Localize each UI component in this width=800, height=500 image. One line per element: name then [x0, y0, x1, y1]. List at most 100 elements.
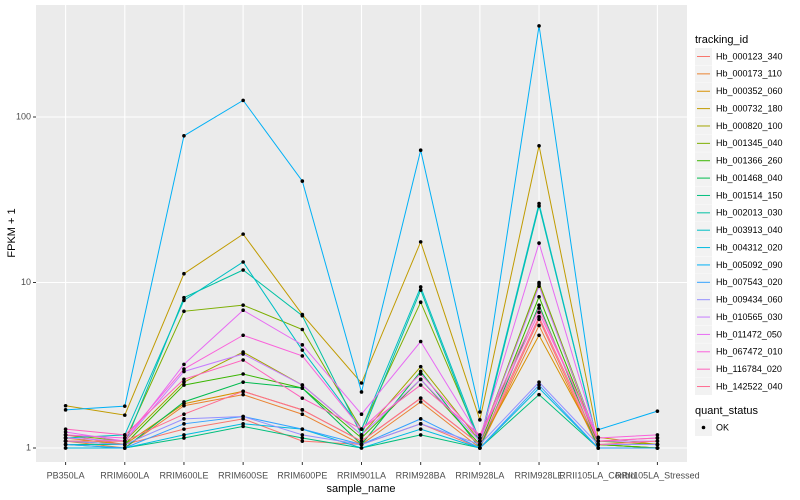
data-point	[359, 433, 364, 437]
data-point	[537, 306, 541, 310]
data-point	[122, 439, 127, 443]
data-point	[182, 271, 186, 276]
data-point	[596, 439, 601, 443]
data-point	[241, 422, 245, 426]
data-point	[182, 400, 186, 404]
data-point	[537, 323, 541, 328]
data-point	[241, 424, 245, 429]
data-point	[359, 412, 364, 417]
data-point	[537, 303, 541, 307]
data-point	[359, 436, 364, 440]
data-point	[182, 380, 186, 384]
data-point	[122, 404, 127, 408]
data-point	[241, 308, 245, 313]
data-point	[182, 377, 186, 382]
data-point	[418, 383, 423, 387]
legend-label: Hb_142522_040	[716, 381, 783, 391]
data-point	[359, 390, 364, 394]
legend-label: Hb_067472_010	[716, 347, 783, 357]
data-point	[241, 333, 245, 338]
legend-label: Hb_003913_040	[716, 225, 783, 235]
data-point	[122, 446, 127, 450]
data-point	[359, 442, 364, 447]
data-point	[478, 446, 482, 450]
legend-label: Hb_000352_060	[716, 86, 783, 96]
data-point	[300, 343, 305, 347]
data-point	[537, 241, 541, 245]
data-point	[182, 383, 186, 387]
legend-label: Hb_116784_020	[716, 364, 782, 374]
data-point	[537, 383, 541, 387]
data-point	[418, 288, 423, 292]
data-point	[655, 433, 660, 437]
data-point	[241, 380, 245, 384]
data-point	[300, 386, 305, 390]
data-point	[537, 280, 541, 285]
x-tick-label: RRII105LA_Control	[559, 470, 637, 480]
data-point	[300, 408, 305, 412]
data-point	[478, 433, 482, 437]
data-point	[537, 201, 541, 206]
data-point	[122, 413, 127, 417]
data-point	[300, 433, 305, 437]
x-tick-label: RRIM928LE	[515, 470, 564, 480]
data-point	[418, 285, 423, 289]
data-point	[359, 439, 364, 443]
data-point	[241, 389, 245, 394]
data-point	[122, 436, 127, 440]
legend-label: Hb_000123_340	[716, 51, 783, 61]
legend-label: Hb_010565_030	[716, 312, 783, 322]
data-point	[300, 313, 305, 318]
data-point	[241, 98, 245, 103]
data-point	[478, 410, 482, 414]
data-point	[300, 327, 305, 332]
y-axis-title: FPKM + 1	[6, 208, 18, 257]
legend-label: Hb_001514_150	[716, 190, 783, 200]
data-point	[122, 433, 127, 437]
data-point	[241, 358, 245, 362]
data-point	[63, 427, 68, 431]
data-point	[300, 179, 305, 183]
x-tick-label: RRIM928BA	[396, 470, 446, 480]
data-point	[300, 427, 305, 431]
data-point	[418, 240, 423, 244]
data-point	[182, 298, 186, 303]
legend-label: Hb_005092_090	[716, 260, 783, 270]
data-point	[300, 396, 305, 400]
data-point	[241, 268, 245, 272]
data-point	[241, 352, 245, 356]
data-point	[63, 446, 68, 450]
data-point	[596, 427, 601, 432]
x-tick-label: RRII105LA_Stressed	[615, 470, 700, 480]
data-point	[655, 439, 660, 443]
data-point	[241, 372, 245, 376]
data-point	[478, 442, 482, 447]
data-point	[537, 333, 541, 338]
legend-label: Hb_002013_030	[716, 208, 783, 218]
x-tick-label: RRIM600SE	[218, 470, 268, 480]
data-point	[241, 232, 245, 236]
data-point	[655, 442, 660, 447]
data-point	[63, 430, 68, 434]
data-point	[655, 436, 660, 440]
data-point	[182, 433, 186, 437]
legend-label: Hb_011472_050	[716, 329, 782, 339]
legend-title: quant_status	[695, 405, 758, 417]
data-point	[182, 412, 186, 417]
data-point	[241, 414, 245, 419]
data-point	[300, 439, 305, 443]
data-point	[182, 295, 186, 300]
data-point	[418, 364, 423, 369]
data-point	[537, 294, 541, 299]
data-point	[63, 436, 68, 440]
data-point	[418, 433, 423, 437]
data-point	[537, 386, 541, 390]
data-point	[359, 381, 364, 385]
x-axis-title: sample_name	[326, 483, 395, 495]
data-point	[359, 446, 364, 450]
data-point	[63, 442, 68, 447]
data-point	[300, 354, 305, 358]
data-point	[596, 442, 601, 447]
data-point	[418, 396, 423, 400]
